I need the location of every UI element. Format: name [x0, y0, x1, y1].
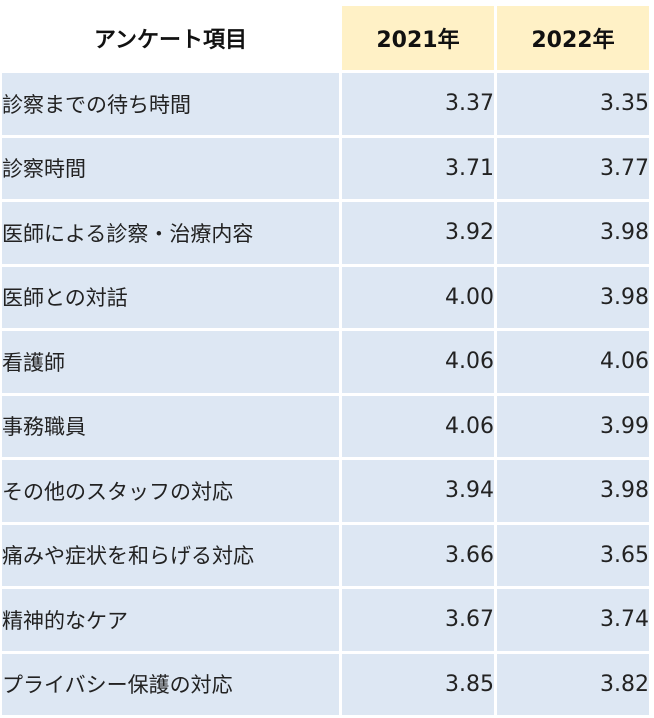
row-item-label: プライバシー保護の対応 — [2, 653, 339, 715]
row-value-2021: 4.06 — [342, 395, 494, 457]
header-year-2022: 2022年 — [497, 6, 649, 70]
table-body: 診察までの待ち時間 3.37 3.35 診察時間 3.71 3.77 医師による… — [2, 73, 649, 715]
row-value-2021: 3.92 — [342, 202, 494, 264]
row-value-2022: 3.98 — [497, 202, 649, 264]
row-value-2021: 4.00 — [342, 266, 494, 328]
row-value-2021: 3.71 — [342, 137, 494, 199]
table-row: プライバシー保護の対応 3.85 3.82 — [2, 653, 649, 715]
row-item-label: その他のスタッフの対応 — [2, 460, 339, 522]
row-value-2021: 3.37 — [342, 73, 494, 135]
row-value-2021: 3.94 — [342, 460, 494, 522]
table-header: アンケート項目 2021年 2022年 — [2, 6, 649, 70]
row-value-2022: 3.82 — [497, 653, 649, 715]
row-value-2021: 3.85 — [342, 653, 494, 715]
row-value-2022: 3.98 — [497, 266, 649, 328]
header-survey-item: アンケート項目 — [2, 6, 339, 70]
row-value-2021: 3.66 — [342, 524, 494, 586]
row-item-label: 医師との対話 — [2, 266, 339, 328]
row-item-label: 看護師 — [2, 331, 339, 393]
table-row: 医師による診察・治療内容 3.92 3.98 — [2, 202, 649, 264]
header-year-2021: 2021年 — [342, 6, 494, 70]
table-row: 医師との対話 4.00 3.98 — [2, 266, 649, 328]
header-row: アンケート項目 2021年 2022年 — [2, 6, 649, 70]
row-item-label: 事務職員 — [2, 395, 339, 457]
row-value-2022: 3.35 — [497, 73, 649, 135]
row-value-2022: 3.77 — [497, 137, 649, 199]
table-row: 精神的なケア 3.67 3.74 — [2, 589, 649, 651]
table-row: 看護師 4.06 4.06 — [2, 331, 649, 393]
row-value-2021: 3.67 — [342, 589, 494, 651]
table-row: 診察時間 3.71 3.77 — [2, 137, 649, 199]
row-item-label: 診察までの待ち時間 — [2, 73, 339, 135]
row-value-2021: 4.06 — [342, 331, 494, 393]
row-item-label: 痛みや症状を和らげる対応 — [2, 524, 339, 586]
row-item-label: 医師による診察・治療内容 — [2, 202, 339, 264]
row-value-2022: 3.99 — [497, 395, 649, 457]
row-value-2022: 3.65 — [497, 524, 649, 586]
survey-results-table: アンケート項目 2021年 2022年 診察までの待ち時間 3.37 3.35 … — [0, 3, 652, 718]
row-value-2022: 3.98 — [497, 460, 649, 522]
table-row: 痛みや症状を和らげる対応 3.66 3.65 — [2, 524, 649, 586]
table-row: 事務職員 4.06 3.99 — [2, 395, 649, 457]
table-row: その他のスタッフの対応 3.94 3.98 — [2, 460, 649, 522]
row-item-label: 診察時間 — [2, 137, 339, 199]
row-item-label: 精神的なケア — [2, 589, 339, 651]
row-value-2022: 4.06 — [497, 331, 649, 393]
row-value-2022: 3.74 — [497, 589, 649, 651]
table-row: 診察までの待ち時間 3.37 3.35 — [2, 73, 649, 135]
